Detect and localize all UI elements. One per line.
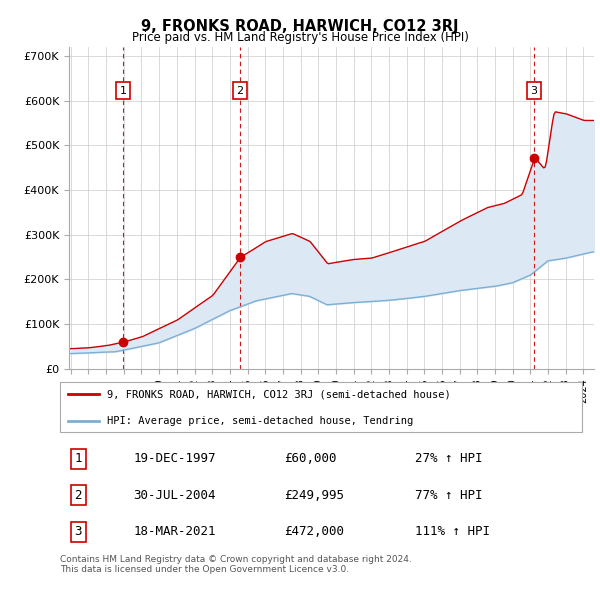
- Text: 9, FRONKS ROAD, HARWICH, CO12 3RJ: 9, FRONKS ROAD, HARWICH, CO12 3RJ: [141, 19, 459, 34]
- Text: 27% ↑ HPI: 27% ↑ HPI: [415, 453, 482, 466]
- Text: 3: 3: [74, 525, 82, 538]
- Text: 111% ↑ HPI: 111% ↑ HPI: [415, 525, 490, 538]
- FancyBboxPatch shape: [60, 382, 582, 432]
- Text: 18-MAR-2021: 18-MAR-2021: [133, 525, 215, 538]
- Text: 9, FRONKS ROAD, HARWICH, CO12 3RJ (semi-detached house): 9, FRONKS ROAD, HARWICH, CO12 3RJ (semi-…: [107, 389, 451, 399]
- Text: HPI: Average price, semi-detached house, Tendring: HPI: Average price, semi-detached house,…: [107, 416, 413, 426]
- Text: 1: 1: [119, 86, 127, 96]
- Text: 77% ↑ HPI: 77% ↑ HPI: [415, 489, 482, 502]
- Text: £249,995: £249,995: [284, 489, 344, 502]
- Text: 3: 3: [530, 86, 538, 96]
- Text: Contains HM Land Registry data © Crown copyright and database right 2024.
This d: Contains HM Land Registry data © Crown c…: [60, 555, 412, 574]
- Text: 2: 2: [74, 489, 82, 502]
- Text: 2: 2: [236, 86, 244, 96]
- Text: 19-DEC-1997: 19-DEC-1997: [133, 453, 215, 466]
- Text: 30-JUL-2004: 30-JUL-2004: [133, 489, 215, 502]
- Text: £472,000: £472,000: [284, 525, 344, 538]
- Text: 1: 1: [74, 453, 82, 466]
- Text: £60,000: £60,000: [284, 453, 337, 466]
- Text: Price paid vs. HM Land Registry's House Price Index (HPI): Price paid vs. HM Land Registry's House …: [131, 31, 469, 44]
